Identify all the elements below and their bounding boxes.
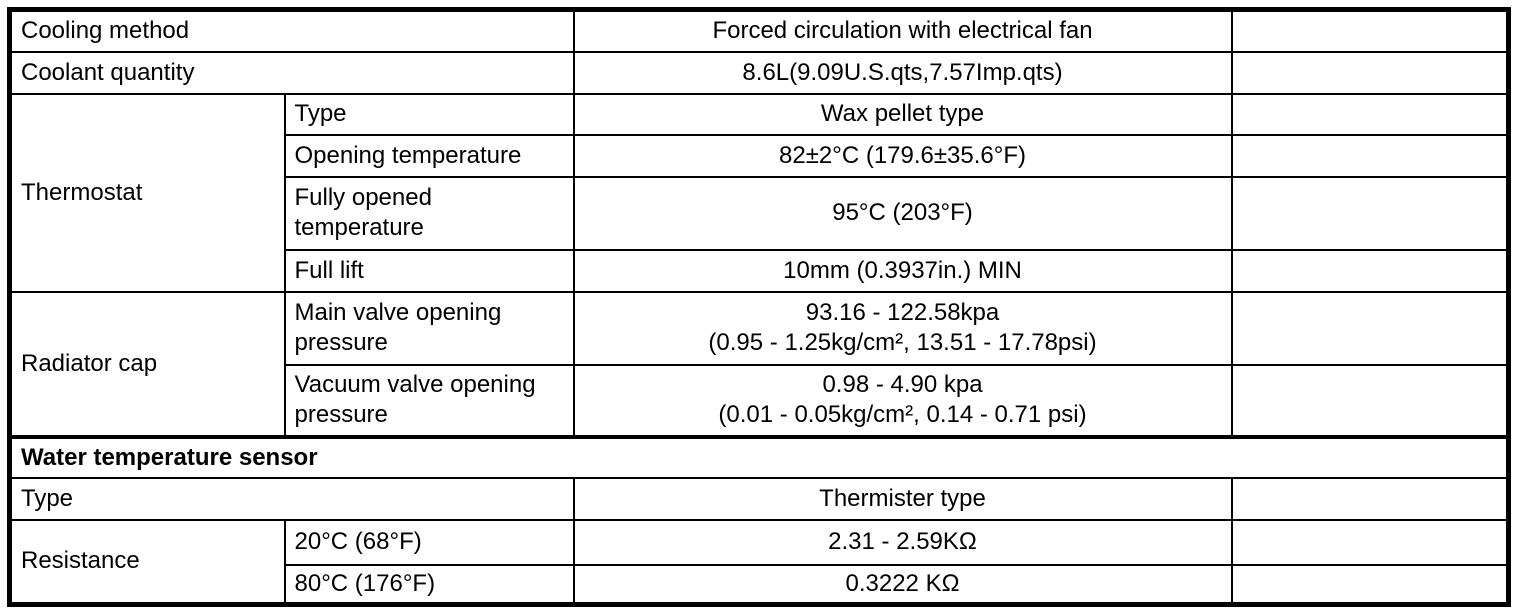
vacuum-valve-pressure-label-cell: Vacuum valve opening pressure (283, 363, 575, 438)
coolant-quantity-label-cell: Coolant quantity (8, 50, 575, 95)
thermostat-type-value-cell: Wax pellet type (572, 92, 1233, 136)
table-row: Full lift 10mm (0.3937in.) MIN (10, 248, 1510, 293)
empty-cell (1230, 290, 1510, 366)
table-row: Opening temperature 82±2°C (179.6±35.6°F… (10, 133, 1510, 178)
section-header-row: Water temperature sensor (8, 434, 1510, 479)
empty-cell (1230, 175, 1510, 251)
resistance-group-label-cell: Resistance (8, 518, 286, 605)
fully-opened-temperature-label-cell: Fully opened temperature (283, 175, 575, 251)
thermostat-type-label-cell: Type (283, 92, 575, 136)
thermostat-group-label-cell: Thermostat (8, 92, 286, 293)
table-row: Radiator cap Main valve opening pressure… (8, 290, 1510, 438)
empty-cell (1230, 363, 1510, 438)
coolant-quantity-value-cell: 8.6L(9.09U.S.qts,7.57Imp.qts) (572, 50, 1233, 95)
full-lift-value-cell: 10mm (0.3937in.) MIN (572, 248, 1233, 293)
full-lift-label-cell: Full lift (283, 248, 575, 293)
spec-table: Cooling method Forced circulation with e… (7, 7, 1512, 607)
resistance-20c-value-cell: 2.31 - 2.59KΩ (572, 518, 1233, 566)
opening-temperature-value-cell: 82±2°C (179.6±35.6°F) (572, 133, 1233, 178)
empty-cell (1230, 8, 1510, 53)
empty-cell (1230, 518, 1510, 566)
empty-cell (1230, 50, 1510, 95)
table-row: Fully opened temperature 95°C (203°F) (10, 175, 1510, 251)
water-temperature-sensor-section-cell: Water temperature sensor (8, 434, 1510, 479)
sensor-type-value-cell: Thermister type (572, 476, 1233, 521)
cooling-method-value-cell: Forced circulation with electrical fan (572, 8, 1233, 53)
table-row: Coolant quantity 8.6L(9.09U.S.qts,7.57Im… (8, 50, 1510, 95)
resistance-20c-label-cell: 20°C (68°F) (283, 518, 575, 566)
table-row: Type Thermister type (8, 476, 1510, 521)
fully-opened-temperature-value-cell: 95°C (203°F) (572, 175, 1233, 251)
table-row: Resistance 20°C (68°F) 2.31 - 2.59KΩ (8, 518, 1510, 605)
table-row: Vacuum valve opening pressure 0.98 - 4.9… (10, 363, 1510, 438)
table-row: Thermostat Type Wax pellet type (8, 92, 1510, 293)
radiator-cap-group-label-cell: Radiator cap (8, 290, 286, 438)
empty-cell (1230, 92, 1510, 136)
resistance-80c-label-cell: 80°C (176°F) (283, 563, 575, 605)
empty-cell (1230, 133, 1510, 178)
vacuum-valve-pressure-value-cell: 0.98 - 4.90 kpa (0.01 - 0.05kg/cm², 0.14… (572, 363, 1233, 438)
opening-temperature-label-cell: Opening temperature (283, 133, 575, 178)
resistance-80c-value-cell: 0.3222 KΩ (572, 563, 1233, 605)
table-row: Cooling method Forced circulation with e… (8, 8, 1510, 53)
empty-cell (1230, 476, 1510, 521)
empty-cell (1230, 248, 1510, 293)
empty-cell (1230, 563, 1510, 605)
main-valve-pressure-value-cell: 93.16 - 122.58kpa (0.95 - 1.25kg/cm², 13… (572, 290, 1233, 366)
table-row: 80°C (176°F) 0.3222 KΩ (10, 563, 1510, 605)
sensor-type-label-cell: Type (8, 476, 575, 521)
cooling-method-label-cell: Cooling method (8, 8, 575, 53)
main-valve-pressure-label-cell: Main valve opening pressure (283, 290, 575, 366)
